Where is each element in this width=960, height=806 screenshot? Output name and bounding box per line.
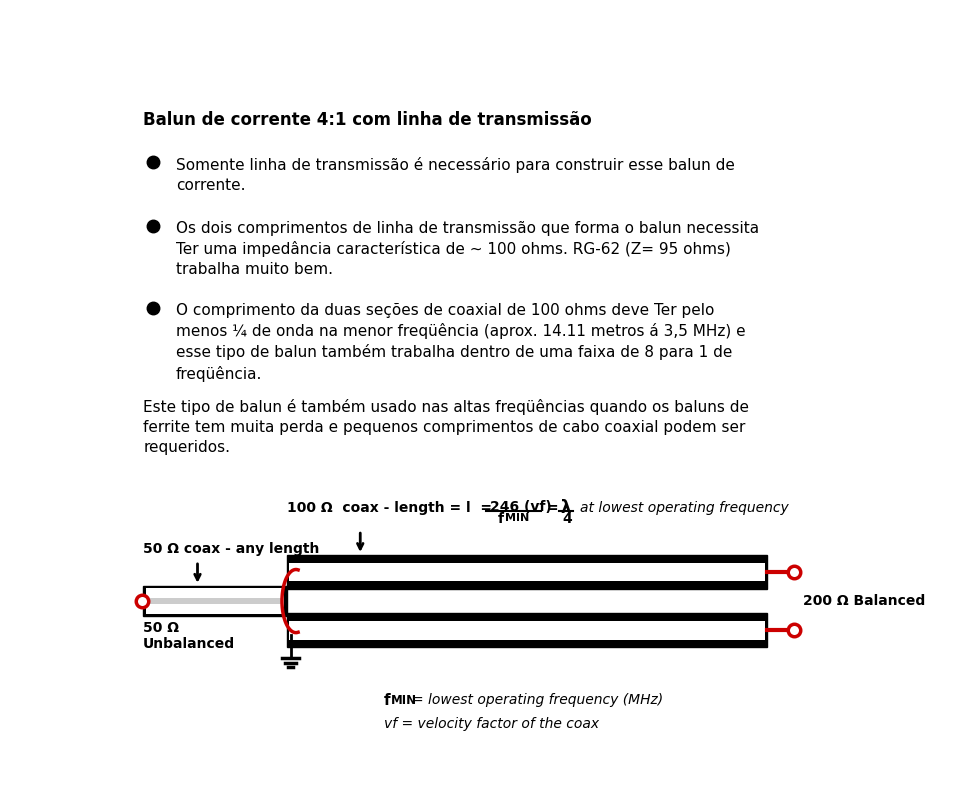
Text: O comprimento da duas seções de coaxial de 100 ohms deve Ter pelo
menos ¼ de ond: O comprimento da duas seções de coaxial … — [176, 303, 745, 382]
Text: at lowest operating frequency: at lowest operating frequency — [580, 501, 788, 515]
Bar — [148, 598, 282, 604]
Bar — [295, 570, 759, 574]
Text: =: = — [546, 501, 558, 515]
Text: Balun de corrente 4:1 com linha de transmissão: Balun de corrente 4:1 com linha de trans… — [143, 110, 592, 129]
Bar — [295, 628, 759, 633]
Bar — [146, 588, 284, 614]
Bar — [287, 613, 767, 647]
Text: f: f — [383, 692, 390, 708]
Text: 246 (vf): 246 (vf) — [490, 501, 551, 514]
Text: MIN: MIN — [392, 694, 418, 707]
Text: 4: 4 — [563, 512, 572, 526]
Bar — [287, 555, 767, 588]
Text: Este tipo de balun é também usado nas altas freqüências quando os baluns de
ferr: Este tipo de balun é também usado nas al… — [143, 399, 749, 455]
Text: vf = velocity factor of the coax: vf = velocity factor of the coax — [384, 717, 600, 731]
Bar — [289, 616, 765, 621]
Text: Os dois comprimentos de linha de transmissão que forma o balun necessita
Ter uma: Os dois comprimentos de linha de transmi… — [176, 221, 759, 276]
Text: Somente linha de transmissão é necessário para construir esse balun de
corrente.: Somente linha de transmissão é necessári… — [176, 157, 734, 193]
Bar — [289, 581, 765, 587]
Text: 200 Ω Balanced: 200 Ω Balanced — [803, 594, 925, 608]
Bar — [289, 616, 765, 645]
Bar — [289, 557, 765, 587]
Bar — [289, 557, 765, 563]
Text: f: f — [497, 512, 503, 526]
Bar — [289, 640, 765, 645]
Text: 50 Ω coax - any length: 50 Ω coax - any length — [143, 542, 320, 556]
Text: λ: λ — [561, 500, 571, 517]
Bar — [289, 616, 765, 645]
Bar — [289, 557, 765, 587]
Bar — [143, 586, 287, 617]
Text: 100 Ω  coax - length = l  =: 100 Ω coax - length = l = — [287, 501, 492, 515]
Text: 50 Ω
Unbalanced: 50 Ω Unbalanced — [143, 621, 235, 651]
Text: MIN: MIN — [505, 513, 529, 523]
Text: = lowest operating frequency (MHz): = lowest operating frequency (MHz) — [412, 692, 663, 707]
